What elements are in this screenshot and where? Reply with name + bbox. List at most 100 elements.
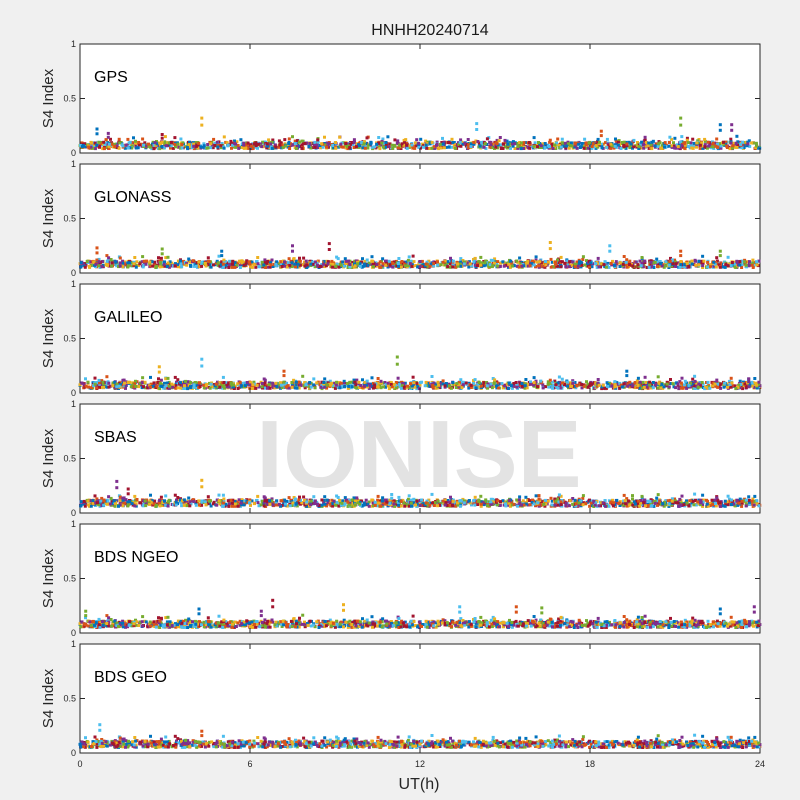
data-point [189,381,193,384]
data-point [406,263,410,267]
data-point [117,384,121,388]
data-point [757,259,761,263]
data-point [158,387,162,391]
data-point [218,385,222,389]
data-point [479,255,483,259]
data-point [573,265,577,269]
data-point [553,143,557,147]
data-point [597,265,601,269]
data-point [528,382,532,386]
data-point [205,146,209,150]
data-point [444,145,448,149]
data-point [740,259,744,263]
data-point [137,141,141,144]
data-point [158,381,162,385]
data-point [141,265,145,269]
data-point [512,384,516,388]
data-point [162,262,166,266]
data-point [189,386,193,389]
data-point [360,385,364,389]
data-point [283,138,287,142]
data-point [740,266,744,269]
data-point [640,256,644,259]
data-point [683,263,687,267]
data-point [158,141,162,145]
data-point [701,261,705,265]
data-point [755,144,759,148]
data-point [176,259,180,263]
data-point [195,261,199,265]
data-point [468,262,472,266]
peak-point [160,252,164,256]
data-point [265,261,269,265]
y-tick-label: 0 [71,268,76,278]
data-point [202,386,206,390]
data-point [220,381,224,385]
data-point [514,381,518,384]
data-point [461,380,465,384]
axes-box [79,43,761,154]
data-point [453,383,457,387]
data-point [613,143,617,147]
data-point [674,386,678,390]
data-point [173,264,177,268]
data-point [254,386,258,390]
data-point [648,383,652,387]
data-point [456,141,460,145]
data-point [332,381,336,385]
data-point [703,139,707,143]
data-point [423,384,427,388]
data-point [416,385,420,389]
data-point [133,256,137,259]
data-point [679,386,683,390]
data-point [745,144,749,148]
data-point [581,258,585,261]
data-point [202,144,206,148]
data-point [140,381,144,385]
data-point [143,380,147,384]
data-point [346,261,350,265]
data-point [520,264,524,268]
peak-point [475,122,479,126]
data-point [380,265,384,269]
data-point [667,504,671,508]
data-point [312,377,316,381]
data-point [176,378,180,382]
data-point [128,261,132,265]
peak-point [599,134,603,138]
data-point [331,384,335,387]
data-point [209,382,213,386]
data-point [192,147,196,151]
data-point [464,381,468,385]
data-point [741,380,745,384]
data-point [298,382,302,386]
data-point [448,265,452,269]
data-point [667,385,671,389]
data-point [495,142,499,146]
data-point [293,381,297,385]
data-point [160,141,164,144]
data-point [451,263,455,267]
data-point [167,265,171,269]
data-point [590,146,594,150]
data-point [645,141,648,144]
data-point [648,380,652,384]
data-point [213,384,217,388]
data-point [294,380,298,384]
data-point [227,263,231,267]
data-point [274,145,278,149]
data-point [461,259,465,262]
data-point [447,141,450,144]
data-point [183,387,187,390]
data-point [226,383,230,387]
data-point [263,386,266,390]
data-point [682,383,686,387]
data-point [386,135,390,139]
data-point [357,145,361,149]
data-point [272,262,276,266]
data-point [657,146,661,150]
data-point [439,263,443,267]
data-point [675,143,679,147]
data-point [451,141,455,144]
data-point [489,258,493,262]
